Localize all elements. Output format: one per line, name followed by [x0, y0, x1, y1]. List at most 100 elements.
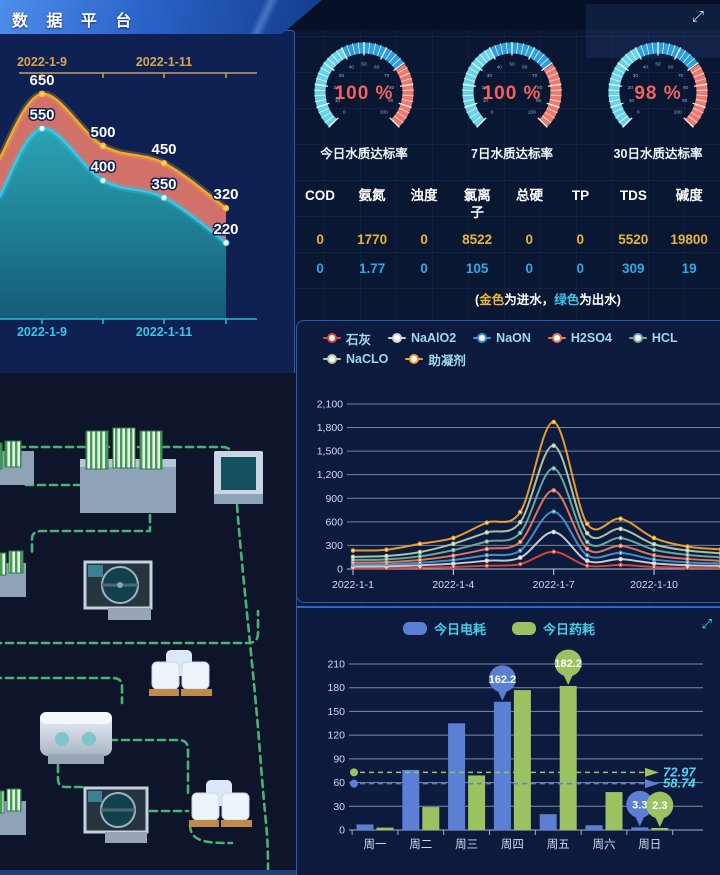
svg-text:60: 60	[333, 777, 345, 789]
svg-text:2022-1-9: 2022-1-9	[17, 55, 67, 69]
header-banner: 数 据 平 台	[0, 0, 322, 34]
svg-text:98 %: 98 %	[634, 83, 681, 104]
table-cell: 0	[420, 232, 428, 248]
membrane-rack	[0, 440, 34, 485]
gauge-label: 30日水质达标率	[614, 146, 703, 161]
legend-item[interactable]: 石灰	[323, 330, 371, 347]
svg-text:周日: 周日	[638, 838, 661, 851]
svg-text:2,100: 2,100	[317, 398, 343, 410]
legend-item[interactable]: NaAlO2	[388, 330, 456, 346]
membrane-rack	[80, 427, 176, 513]
legend-swatch-icon	[402, 622, 427, 635]
panel-expand-icon[interactable]: ⤢	[701, 616, 712, 631]
svg-text:70: 70	[532, 73, 538, 79]
legend-item[interactable]: 助凝剂	[405, 351, 466, 368]
dosing-legend: 石灰 NaAlO2 NaON H2SO4 HCL NaCLO 助凝剂	[323, 330, 715, 368]
legend-label: 今日药耗	[543, 622, 596, 637]
svg-text:30: 30	[339, 73, 345, 79]
svg-text:2022-1-7: 2022-1-7	[533, 579, 575, 591]
legend-label: NaAlO2	[411, 331, 457, 345]
membrane-rack	[0, 550, 26, 597]
svg-text:50: 50	[509, 62, 515, 68]
svg-text:20: 20	[628, 85, 634, 91]
svg-text:30: 30	[487, 73, 493, 79]
svg-text:600: 600	[325, 516, 343, 528]
table-cell: 0	[420, 261, 428, 277]
fullscreen-toggle-icon[interactable]: ⤢	[692, 8, 705, 25]
svg-text:2022-1-1: 2022-1-1	[332, 579, 374, 591]
svg-text:60: 60	[374, 65, 380, 71]
svg-text:80: 80	[389, 85, 395, 91]
svg-text:182.2: 182.2	[554, 658, 582, 670]
svg-text:120: 120	[327, 730, 345, 742]
svg-text:500: 500	[90, 124, 115, 141]
svg-text:50: 50	[361, 62, 367, 68]
legend-marker-icon	[547, 333, 566, 343]
legend-marker-icon	[473, 333, 492, 343]
svg-text:162.2: 162.2	[489, 674, 517, 686]
svg-text:20: 20	[334, 85, 340, 91]
table-cell: 5520	[618, 232, 649, 248]
svg-text:40: 40	[643, 65, 649, 71]
membrane-rack	[0, 788, 26, 835]
svg-text:320: 320	[213, 186, 238, 203]
dosing-chart-panel: 石灰 NaAlO2 NaON H2SO4 HCL NaCLO 助凝剂 0 300 600 900 1…	[296, 320, 720, 603]
svg-text:58.74: 58.74	[663, 776, 696, 791]
legend-label: NaCLO	[346, 352, 389, 366]
column-header: 碱度	[675, 188, 703, 203]
legend-item[interactable]: 今日电耗	[402, 619, 486, 638]
legend-item[interactable]: NaCLO	[323, 351, 388, 367]
svg-text:2022-1-10: 2022-1-10	[630, 579, 678, 591]
consumption-legend: 今日电耗 今日药耗	[297, 619, 701, 638]
svg-text:100: 100	[674, 109, 682, 115]
svg-text:60: 60	[668, 65, 674, 71]
svg-text:150: 150	[327, 706, 345, 718]
svg-text:周五: 周五	[547, 838, 570, 851]
table-cell: 1.77	[358, 261, 386, 277]
table-cell: 0	[525, 232, 533, 248]
table-cell: 19800	[670, 232, 708, 248]
svg-text:2.3: 2.3	[652, 800, 667, 812]
legend-swatch-icon	[512, 622, 536, 635]
svg-text:80: 80	[683, 85, 689, 91]
inlet-outlet-chart-panel: 650 500 450 320 550 400 350 220 2022-1-9 2022-1-1…	[0, 30, 295, 375]
svg-text:40: 40	[349, 65, 355, 71]
svg-text:0: 0	[343, 109, 346, 115]
table-cell: 105	[465, 261, 489, 277]
svg-text:300: 300	[325, 540, 343, 552]
gauge-label: 7日水质达标率	[471, 146, 553, 161]
column-header: 氯离子	[463, 188, 491, 220]
table-cell: 0	[316, 261, 324, 277]
legend-item[interactable]: H2SO4	[547, 330, 612, 346]
consumption-bar-chart: 0 30 60 90 120 150 180 210 周一 周二 周三 周四 周五 周六 周日 72.9758…	[327, 649, 703, 851]
svg-text:450: 450	[151, 141, 176, 158]
svg-text:90: 90	[333, 753, 345, 765]
svg-text:1,200: 1,200	[317, 469, 343, 481]
column-header: 总硬	[516, 188, 544, 203]
page-title: 数 据 平 台	[12, 13, 139, 30]
legend-item[interactable]: HCL	[628, 330, 678, 346]
legend-marker-icon	[388, 333, 407, 343]
svg-text:周二: 周二	[409, 838, 432, 851]
table-cell: 0	[576, 261, 585, 277]
svg-text:30: 30	[633, 73, 639, 79]
svg-text:90: 90	[536, 98, 542, 104]
legend-marker-icon	[323, 333, 341, 343]
clarifier	[83, 560, 153, 620]
svg-text:0: 0	[637, 109, 640, 115]
water-quality-table: COD 氨氮 浊度 氯离子 总硬 TP TDS 碱度 0 1770 0 8522 0 0 5520 19800…	[296, 178, 720, 320]
svg-text:70: 70	[678, 73, 684, 79]
storage-tank	[214, 451, 263, 504]
svg-text:1,800: 1,800	[317, 422, 343, 434]
svg-text:90: 90	[388, 98, 394, 104]
svg-text:0: 0	[339, 825, 345, 837]
gauges-panel: 0 10 20 30 40 50 60 70 80 90 100 100 % 今日水质达标率 0 10 20 3…	[296, 30, 720, 180]
svg-text:20: 20	[482, 85, 488, 91]
svg-text:400: 400	[90, 158, 115, 175]
legend-label: HCL	[651, 331, 678, 345]
legend-item[interactable]: NaON	[473, 330, 531, 346]
svg-text:350: 350	[151, 176, 176, 193]
legend-item[interactable]: 今日药耗	[512, 619, 595, 638]
